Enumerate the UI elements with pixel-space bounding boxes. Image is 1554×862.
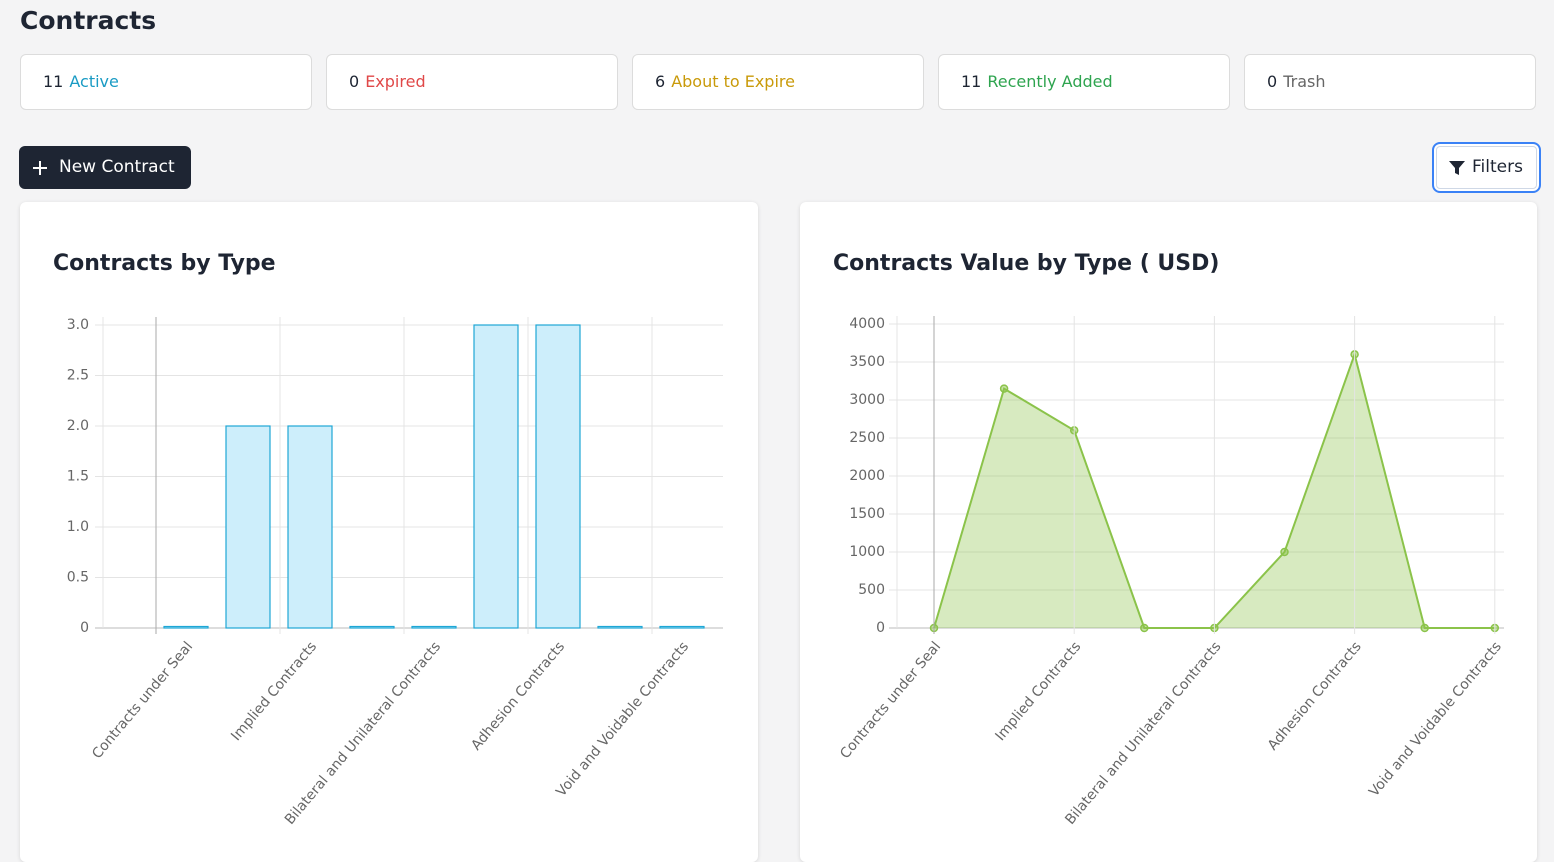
y-tick-label: 2.5 [67, 368, 89, 384]
x-tick-label: Void and Voidable Contracts [553, 639, 692, 800]
x-tick-label: Implied Contracts [992, 639, 1084, 744]
stat-card[interactable]: 11 Recently Added [938, 54, 1230, 110]
stat-label: About to Expire [671, 72, 795, 91]
stat-label: Trash [1283, 72, 1326, 91]
bar [411, 625, 457, 629]
stat-label: Active [69, 72, 119, 91]
bar [659, 625, 705, 629]
point [999, 384, 1009, 393]
stat-label: Expired [365, 72, 426, 91]
stat-card[interactable]: 6 About to Expire [632, 54, 924, 110]
y-tick-label: 1.0 [67, 519, 89, 535]
y-tick-label: 0 [80, 620, 89, 636]
filters-label: Filters [1472, 157, 1523, 177]
x-tick-label: Bilateral and Unilateral Contracts [1062, 639, 1224, 828]
stat-count: 11 [961, 72, 982, 91]
chart-title: Contracts by Type [53, 251, 276, 276]
y-tick-label: 0 [876, 620, 885, 636]
new-contract-button[interactable]: New Contract [19, 146, 191, 189]
x-tick-label: Void and Voidable Contracts [1366, 639, 1505, 800]
y-tick-label: 1500 [849, 506, 885, 522]
stat-label: Recently Added [987, 72, 1113, 91]
y-tick-label: 2.0 [67, 418, 89, 434]
filters-button[interactable]: Filters [1432, 142, 1541, 193]
filter-icon [1449, 161, 1465, 175]
stat-card[interactable]: 0 Expired [326, 54, 618, 110]
y-tick-label: 0.5 [67, 570, 89, 586]
x-tick-label: Adhesion Contracts [1265, 639, 1365, 754]
y-tick-label: 4000 [849, 316, 885, 332]
chart-panel [20, 202, 758, 862]
y-tick-label: 2500 [849, 430, 885, 446]
chart-panel [800, 202, 1537, 862]
bar [473, 324, 519, 629]
y-tick-label: 1.5 [67, 469, 89, 485]
x-tick-label: Adhesion Contracts [468, 639, 568, 754]
bar [163, 625, 209, 629]
y-tick-label: 3500 [849, 354, 885, 370]
bar [597, 625, 643, 629]
y-tick-label: 2000 [849, 468, 885, 484]
x-tick-label: Contracts under Seal [89, 639, 196, 762]
bar [225, 425, 271, 629]
bar [349, 625, 395, 629]
stat-count: 0 [1267, 72, 1278, 91]
page-title: Contracts [20, 6, 157, 35]
y-tick-label: 3.0 [67, 317, 89, 333]
stat-count: 6 [655, 72, 666, 91]
x-tick-label: Contracts under Seal [837, 639, 944, 762]
y-tick-label: 1000 [849, 544, 885, 560]
x-tick-label: Bilateral and Unilateral Contracts [282, 639, 444, 828]
stat-card[interactable]: 11 Active [20, 54, 312, 110]
chart-title: Contracts Value by Type ( USD) [833, 251, 1219, 276]
y-tick-label: 500 [858, 582, 885, 598]
x-tick-label: Implied Contracts [228, 639, 320, 744]
y-tick-label: 3000 [849, 392, 885, 408]
point [1140, 623, 1149, 633]
stat-count: 11 [43, 72, 64, 91]
stat-card[interactable]: 0 Trash [1244, 54, 1536, 110]
bar [535, 324, 581, 629]
stat-count: 0 [349, 72, 360, 91]
point [1280, 547, 1289, 557]
bar [287, 425, 333, 629]
point [1420, 623, 1429, 633]
